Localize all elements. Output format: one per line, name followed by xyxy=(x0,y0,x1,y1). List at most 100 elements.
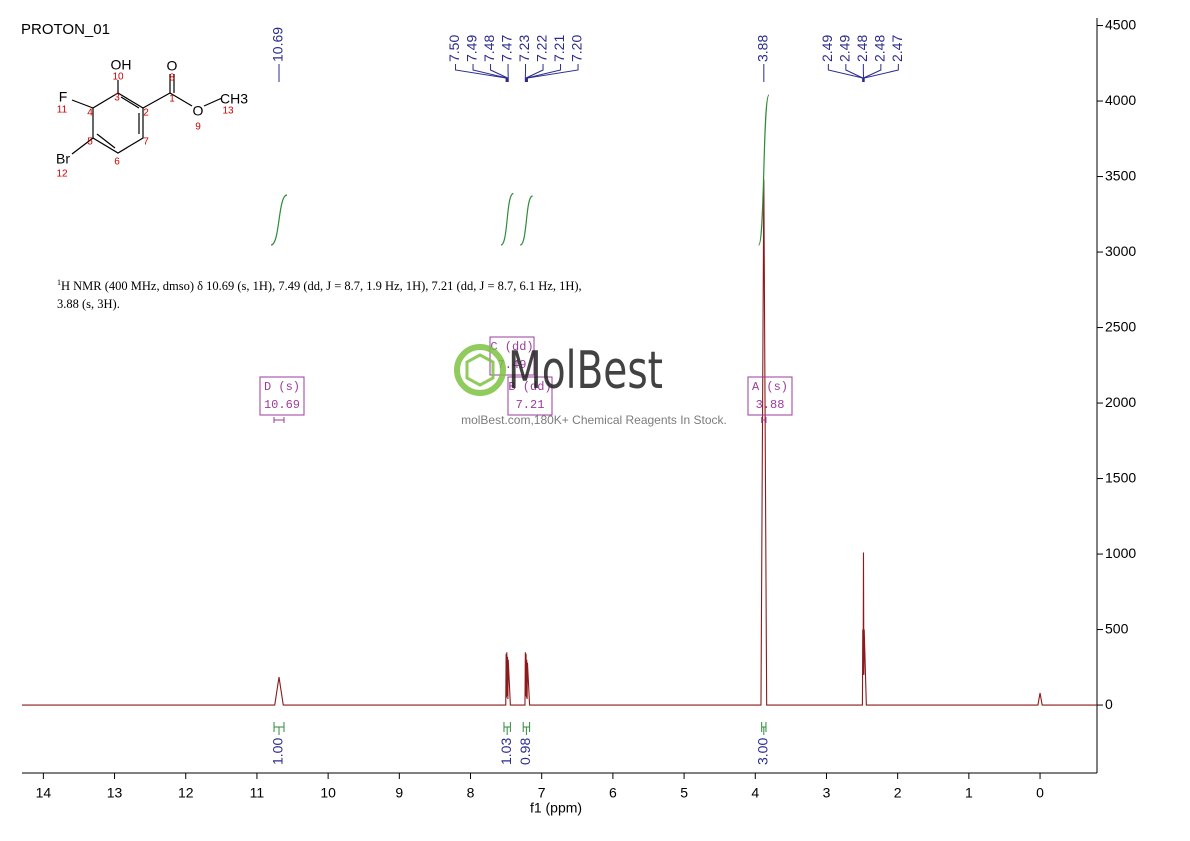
atom-label: 11 xyxy=(57,105,68,116)
atom-label: 3 xyxy=(114,93,120,104)
x-tick-label: 12 xyxy=(178,785,194,801)
y-tick-label: 3500 xyxy=(1105,167,1136,183)
peak-connector xyxy=(455,64,507,82)
integral-bracket xyxy=(761,722,767,735)
atom-label: 9 xyxy=(195,122,201,133)
multiplet-box xyxy=(259,376,305,416)
multiplet-shift: 10.69 xyxy=(264,398,300,412)
x-tick-label: 1 xyxy=(965,785,973,801)
x-tick-label: 0 xyxy=(1036,785,1044,801)
peak-connector xyxy=(526,64,579,82)
x-tick-label: 14 xyxy=(36,785,52,801)
integral-curve xyxy=(519,195,534,246)
integral-curve xyxy=(270,194,288,246)
integral-label: 0.98 xyxy=(517,738,533,765)
x-tick-label: 2 xyxy=(894,785,902,801)
integral-bracket xyxy=(273,722,285,735)
peak-label: 7.20 xyxy=(569,35,585,62)
multiplet-box xyxy=(747,376,793,416)
x-axis-label: f1 (ppm) xyxy=(530,800,582,816)
spectrum-line xyxy=(22,179,1097,706)
y-tick-label: 2500 xyxy=(1105,318,1136,334)
x-tick-label: 8 xyxy=(467,785,475,801)
atom-label: O xyxy=(167,58,178,74)
atom-label: F xyxy=(59,89,68,105)
atom-label: 2 xyxy=(143,108,149,119)
atom-label: 8 xyxy=(169,73,175,84)
multiplet-shift: 7.21 xyxy=(516,398,545,412)
peak-label: 7.47 xyxy=(499,35,515,62)
peak-connector xyxy=(863,64,899,82)
peak-label: 7.23 xyxy=(516,35,532,62)
y-tick-label: 0 xyxy=(1105,696,1113,712)
integral-bracket xyxy=(522,722,531,735)
chart-title: PROTON_01 xyxy=(21,21,110,38)
peak-label: 2.47 xyxy=(889,35,905,62)
atom-label: 1 xyxy=(169,94,175,105)
peak-label: 7.49 xyxy=(464,35,480,62)
atom-label: OH xyxy=(111,57,132,73)
description-superscript: 1 xyxy=(57,278,61,287)
integral-label: 1.00 xyxy=(270,738,286,765)
multiplet-box xyxy=(507,376,553,416)
y-tick-label: 4000 xyxy=(1105,92,1136,108)
multiplet-name: A (s) xyxy=(752,380,788,394)
peak-label: 2.49 xyxy=(837,35,853,62)
nmr-description: 1H NMR (400 MHz, dmso) δ 10.69 (s, 1H), … xyxy=(57,274,597,313)
x-tick-label: 5 xyxy=(680,785,688,801)
peak-label: 2.48 xyxy=(854,35,870,62)
multiplet-name: B (dd) xyxy=(508,380,551,394)
multiplet-range xyxy=(273,417,285,423)
atom-label: 6 xyxy=(114,157,120,168)
multiplet-range xyxy=(761,417,767,423)
atom-label: 5 xyxy=(87,137,93,148)
peak-connector xyxy=(472,64,508,82)
x-tick-label: 10 xyxy=(320,785,336,801)
peak-label: 7.22 xyxy=(534,35,550,62)
y-tick-label: 2000 xyxy=(1105,394,1136,410)
peak-connector xyxy=(525,64,544,82)
atom-label: O xyxy=(193,103,204,119)
y-tick-label: 1000 xyxy=(1105,545,1136,561)
peak-connector xyxy=(526,64,562,82)
y-tick-label: 4500 xyxy=(1105,16,1136,32)
x-tick-label: 3 xyxy=(823,785,831,801)
molecule-bonds xyxy=(71,74,223,155)
watermark-brand: MolBest xyxy=(508,341,663,401)
peak-label: 2.48 xyxy=(872,35,888,62)
atom-label: 4 xyxy=(87,108,93,119)
integral-curve xyxy=(758,94,770,246)
y-tick-label: 3000 xyxy=(1105,243,1136,259)
peak-label: 7.50 xyxy=(446,35,462,62)
watermark-logo xyxy=(465,353,495,387)
multiplet-name: C (dd) xyxy=(490,340,533,354)
peak-connector xyxy=(845,64,864,82)
integral-label: 1.03 xyxy=(498,738,514,765)
watermark-logo xyxy=(454,344,506,396)
peak-label: 3.88 xyxy=(755,35,771,62)
multiplet-box xyxy=(489,336,535,376)
description-text: H NMR (400 MHz, dmso) δ 10.69 (s, 1H), 7… xyxy=(57,279,582,312)
watermark: MolBest molBest.com,180K+ Chemical Reagen… xyxy=(454,341,727,427)
watermark-tagline: molBest.com,180K+ Chemical Reagents In S… xyxy=(461,413,727,427)
integral-bracket xyxy=(503,722,511,735)
y-tick-label: 1500 xyxy=(1105,469,1136,485)
multiplet-name: D (s) xyxy=(264,380,300,394)
x-tick-label: 7 xyxy=(538,785,546,801)
peak-connector xyxy=(862,64,882,82)
multiplet-shift: 3.88 xyxy=(756,398,785,412)
atom-label: Br xyxy=(56,151,70,167)
integral-label: 3.00 xyxy=(755,738,771,765)
y-tick-label: 500 xyxy=(1105,620,1129,636)
atom-label: 13 xyxy=(222,106,234,117)
peak-connector xyxy=(490,64,509,82)
atom-label: 12 xyxy=(56,169,68,180)
x-tick-label: 9 xyxy=(395,785,403,801)
atom-label: 7 xyxy=(143,137,149,148)
peak-label: 7.48 xyxy=(481,35,497,62)
peak-label: 10.69 xyxy=(270,27,286,62)
peak-label: 2.49 xyxy=(819,35,835,62)
atom-label: 10 xyxy=(112,72,124,83)
